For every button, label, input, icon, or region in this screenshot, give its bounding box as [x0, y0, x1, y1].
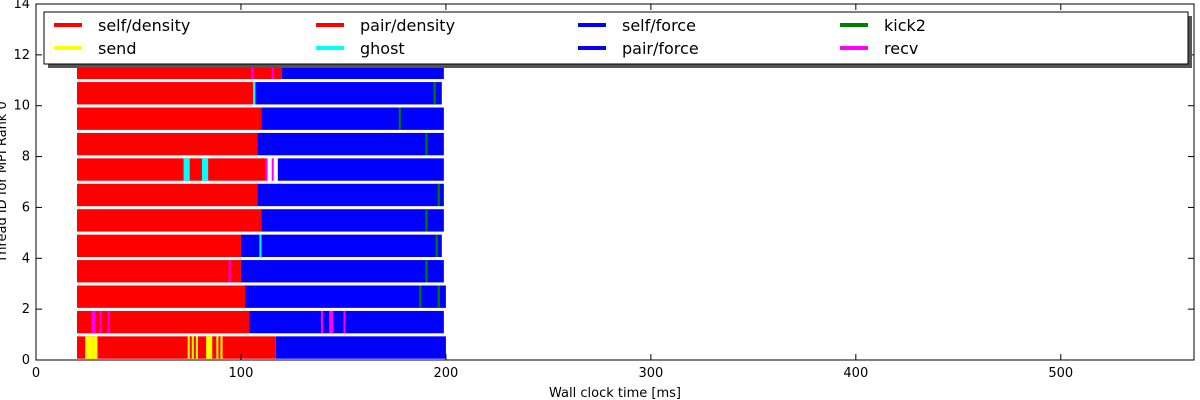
task-bar	[257, 132, 444, 156]
task-bar	[76, 336, 276, 359]
task-bar	[271, 158, 274, 181]
task-bar	[76, 285, 246, 308]
x-axis-ticks: 0 100 200 300 400 500	[32, 4, 1073, 381]
task-bar	[433, 82, 436, 105]
task-bar	[93, 336, 98, 359]
legend-label: pair/density	[360, 16, 455, 35]
task-bar	[343, 310, 346, 334]
legend-box	[43, 11, 1189, 65]
task-bar	[255, 82, 442, 105]
y-tick-label: 10	[13, 99, 30, 114]
task-bar	[435, 234, 438, 258]
task-bar	[425, 132, 428, 156]
task-bar	[202, 158, 209, 181]
task-bar	[398, 107, 401, 130]
task-bar	[195, 336, 198, 359]
y-axis-label: Thread ID for MPI Rank 0	[0, 101, 10, 263]
x-tick-label: 500	[1048, 366, 1073, 381]
legend-label: pair/force	[622, 39, 699, 58]
legend-label: ghost	[360, 39, 405, 58]
y-tick-label: 14	[13, 0, 30, 12]
task-bar	[240, 234, 442, 258]
plot-frame	[35, 3, 1195, 361]
task-bar	[76, 209, 262, 232]
x-tick-label: 300	[638, 366, 663, 381]
task-bar	[91, 310, 96, 334]
y-tick-label: 4	[22, 251, 30, 266]
legend-label: send	[98, 39, 136, 58]
task-bar	[259, 234, 262, 258]
task-bar	[220, 336, 223, 359]
task-bar	[261, 209, 444, 232]
task-bar	[107, 310, 110, 334]
task-bar	[261, 107, 444, 130]
task-bar	[425, 260, 428, 283]
task-bar	[329, 310, 334, 334]
task-bar	[76, 234, 241, 258]
x-tick-label: 200	[433, 366, 458, 381]
task-bar	[253, 82, 256, 105]
task-bar	[277, 158, 444, 181]
y-tick-label: 12	[13, 48, 30, 63]
x-tick-label: 0	[32, 366, 40, 381]
legend-label: self/density	[98, 16, 190, 35]
x-tick-label: 100	[229, 366, 254, 381]
task-bar	[76, 82, 254, 105]
task-bar	[245, 285, 446, 308]
task-bar	[425, 209, 428, 232]
task-bar	[437, 285, 440, 308]
task-bar	[419, 285, 422, 308]
task-bar	[265, 158, 268, 181]
task-bar	[191, 336, 194, 359]
y-tick-label: 8	[22, 150, 30, 165]
task-bar	[320, 310, 323, 334]
task-bar	[76, 183, 258, 207]
task-bar	[249, 310, 444, 334]
task-bar	[85, 336, 94, 359]
legend-label: kick2	[884, 16, 926, 35]
x-tick-label: 400	[843, 366, 868, 381]
y-tick-label: 6	[22, 200, 30, 215]
task-bar	[76, 260, 241, 283]
task-bar	[275, 336, 446, 359]
legend-label: self/force	[622, 16, 696, 35]
y-tick-label: 0	[22, 353, 30, 368]
task-bar	[76, 132, 258, 156]
task-bar	[216, 336, 219, 359]
task-bar	[99, 310, 102, 334]
legend: self/density send pair/density ghost self/fo…	[43, 11, 1192, 68]
legend-label: recv	[884, 39, 918, 58]
task-bar	[187, 336, 190, 359]
task-bar	[76, 310, 250, 334]
task-bar	[183, 158, 190, 181]
task-bar	[76, 107, 262, 130]
task-bar	[206, 336, 213, 359]
task-bar	[76, 158, 266, 181]
task-bar	[240, 260, 444, 283]
task-bar	[437, 183, 440, 207]
task-bar	[228, 260, 231, 283]
x-axis-label: Wall clock time [ms]	[549, 386, 681, 400]
task-bar	[257, 183, 444, 207]
y-tick-label: 2	[22, 302, 30, 317]
